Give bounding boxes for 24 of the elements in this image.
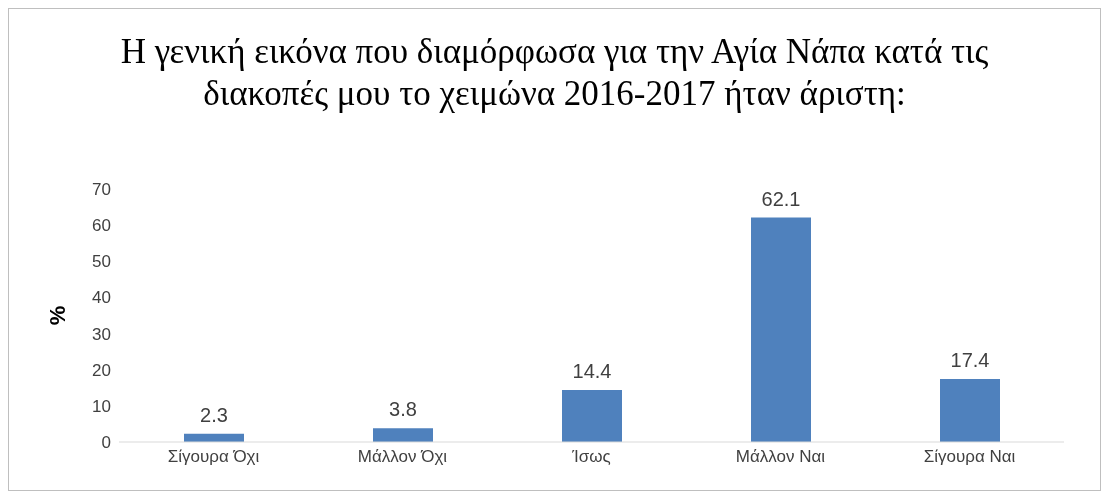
y-tick-label: 40	[92, 288, 111, 308]
y-tick-label: 0	[101, 433, 111, 453]
data-label: 62.1	[761, 187, 801, 210]
x-tick-label: Σίγουρα Ναι	[923, 447, 1016, 467]
y-tick-label: 60	[92, 216, 111, 236]
y-axis-title: %	[44, 305, 70, 326]
chart-title: Η γενική εικόνα που διαμόρφωσα για την Αγία Νάπα κατά τις διακοπές μου το χειμώνα 2016-2017 ήταν άριστη:	[119, 31, 990, 115]
y-tick-label: 20	[92, 360, 111, 380]
y-tick-label: 30	[92, 324, 111, 344]
y-tick-label: 50	[92, 252, 111, 272]
data-label: 3.8	[389, 398, 417, 421]
data-label: 14.4	[572, 359, 612, 382]
data-label: 2.3	[200, 403, 228, 426]
bar	[373, 428, 433, 442]
y-tick-label: 70	[92, 180, 111, 200]
x-tick-label: Μάλλον Όχι	[357, 447, 448, 467]
x-tick-label: Ίσως	[571, 447, 611, 467]
y-tick-label: 10	[92, 396, 111, 416]
x-tick-label: Σίγουρα Όχι	[167, 447, 260, 467]
bar	[562, 389, 622, 442]
x-tick-label: Μάλλον Ναι	[735, 447, 826, 467]
bar	[940, 379, 1000, 442]
bar	[751, 217, 811, 442]
data-label: 17.4	[950, 349, 990, 372]
